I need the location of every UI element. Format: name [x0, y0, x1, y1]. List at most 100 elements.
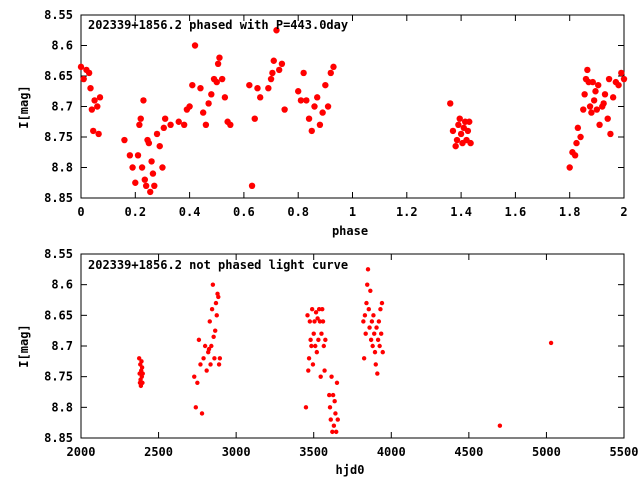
- phased-data-point: [142, 182, 150, 189]
- unphased-data-point: [367, 325, 372, 330]
- unphased-data-point: [201, 356, 206, 361]
- phased-data-point: [452, 142, 459, 150]
- phased-data-point: [269, 69, 276, 77]
- unphased-data-point: [207, 319, 212, 324]
- phased-data-point: [161, 115, 169, 122]
- phased-data-point: [160, 124, 168, 132]
- unphased-data-point: [210, 282, 216, 287]
- phased-x-tick-label: 0.2: [124, 205, 146, 219]
- unphased-data-point: [214, 313, 219, 318]
- phased-data-point: [156, 142, 163, 150]
- phased-data-point: [595, 81, 602, 89]
- phased-data-point: [467, 139, 474, 147]
- unphased-y-tick-label: 8.65: [44, 308, 73, 322]
- phased-data-point: [147, 188, 154, 196]
- phased-data-point: [330, 63, 337, 71]
- phased-data-point: [580, 106, 587, 113]
- phased-data-point: [256, 94, 264, 101]
- phased-x-tick-label: 0.6: [233, 205, 255, 219]
- phased-data-point: [148, 158, 155, 165]
- phased-data-point: [584, 66, 591, 74]
- unphased-data-point: [329, 374, 334, 379]
- unphased-data-point: [198, 362, 203, 367]
- unphased-chart-title: 202339+1856.2 not phased light curve: [88, 258, 348, 272]
- unphased-y-tick-label: 8.6: [51, 278, 73, 292]
- phased-y-axis-label: I[mag]: [17, 85, 31, 128]
- phased-chart-title: 202339+1856.2 phased with P=443.0day: [88, 18, 348, 32]
- unphased-data-point: [313, 310, 319, 315]
- phased-data-point: [254, 85, 261, 92]
- unphased-data-point: [335, 417, 340, 422]
- phased-data-point: [80, 75, 87, 83]
- unphased-data-point: [330, 392, 336, 398]
- phased-data-point: [324, 103, 332, 110]
- phased-data-point: [319, 109, 326, 116]
- unphased-data-point: [331, 423, 337, 428]
- unphased-x-tick-label: 2000: [67, 445, 96, 459]
- unphased-data-point: [332, 399, 337, 404]
- unphased-data-point: [195, 380, 200, 385]
- phased-y-tick-label: 8.85: [44, 191, 73, 205]
- phased-x-tick-label: 1.2: [396, 205, 418, 219]
- phased-data-point: [202, 121, 210, 128]
- phased-data-point: [566, 164, 573, 171]
- unphased-data-point: [202, 343, 208, 349]
- phased-data-point: [221, 94, 229, 101]
- phased-data-point: [457, 130, 465, 138]
- unphased-data-point: [368, 337, 374, 343]
- unphased-data-point: [334, 429, 339, 435]
- unphased-data-point: [311, 331, 316, 336]
- unphased-data-point: [314, 349, 320, 355]
- phased-data-point: [297, 97, 305, 104]
- phased-data-point: [586, 103, 594, 110]
- phased-y-tick-label: 8.55: [44, 8, 73, 22]
- unphased-data-point: [372, 331, 377, 336]
- phased-data-point: [322, 81, 329, 89]
- unphased-data-point: [315, 316, 320, 321]
- unphased-data-point: [204, 368, 209, 373]
- phased-data-point: [129, 164, 136, 171]
- unphased-data-point: [374, 325, 379, 330]
- unphased-x-tick-label: 5500: [610, 445, 639, 459]
- phased-data-point: [251, 115, 258, 122]
- unphased-data-point: [307, 319, 313, 324]
- unphased-data-point: [318, 374, 323, 379]
- unphased-data-point: [216, 362, 222, 367]
- unphased-data-point: [365, 282, 370, 287]
- phased-data-point: [136, 121, 143, 128]
- phased-data-point: [574, 124, 582, 132]
- phased-data-point: [618, 69, 625, 77]
- phased-data-point: [159, 164, 166, 171]
- unphased-data-point: [327, 405, 333, 410]
- unphased-data-point: [206, 346, 212, 352]
- phased-data-point: [149, 170, 157, 177]
- unphased-y-tick-label: 8.55: [44, 247, 73, 261]
- unphased-data-point: [321, 343, 326, 349]
- phased-data-point: [281, 106, 288, 113]
- unphased-data-point: [497, 423, 503, 428]
- phased-data-point: [213, 78, 220, 86]
- unphased-data-point: [208, 362, 213, 367]
- phased-data-point: [270, 57, 277, 64]
- phased-data-point: [87, 85, 94, 92]
- unphased-data-point: [139, 359, 144, 364]
- unphased-data-point: [209, 343, 214, 349]
- phased-data-point: [85, 69, 93, 77]
- unphased-data-point: [306, 356, 312, 361]
- phased-data-point: [267, 75, 275, 83]
- phased-data-point: [77, 63, 85, 71]
- phased-data-point: [137, 115, 144, 122]
- phased-x-tick-label: 1.8: [559, 205, 581, 219]
- phased-data-point: [303, 97, 310, 104]
- phased-data-point: [151, 182, 158, 189]
- phased-data-point: [295, 88, 302, 95]
- unphased-data-point: [317, 319, 323, 324]
- unphased-data-point: [199, 411, 205, 416]
- phased-data-point: [607, 130, 614, 138]
- phased-data-point: [308, 127, 315, 135]
- unphased-data-point: [140, 371, 145, 376]
- phased-data-point: [121, 136, 128, 144]
- phased-data-point: [140, 97, 147, 104]
- phased-x-tick-label: 0.4: [179, 205, 201, 219]
